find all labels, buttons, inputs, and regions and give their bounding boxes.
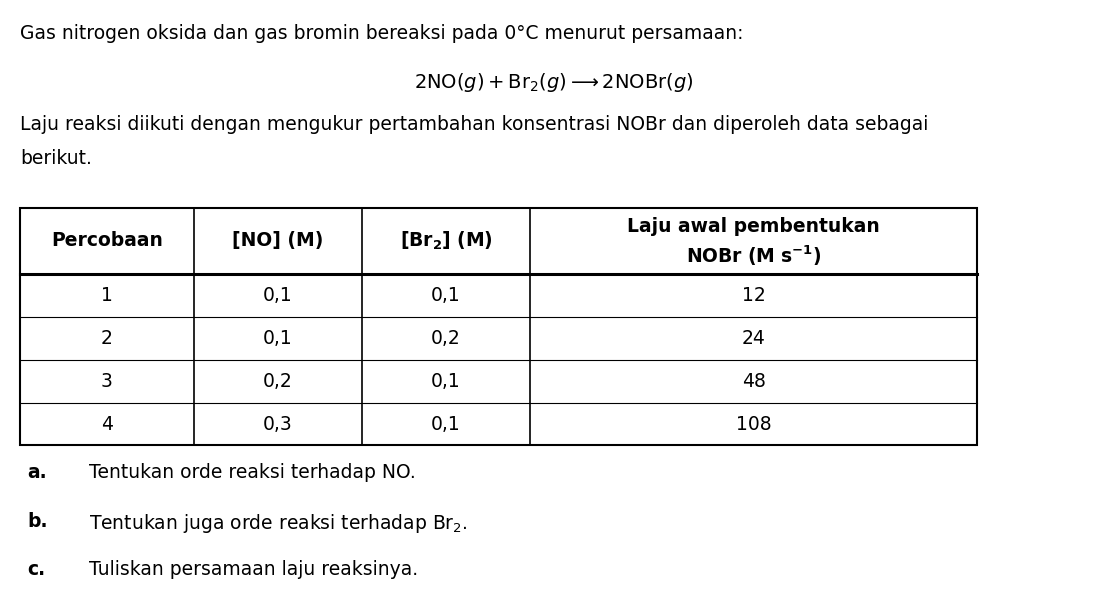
Text: 3: 3 [101, 372, 113, 391]
Text: Tuliskan persamaan laju reaksinya.: Tuliskan persamaan laju reaksinya. [89, 560, 418, 579]
Text: 0,1: 0,1 [263, 329, 293, 348]
Text: 48: 48 [741, 372, 766, 391]
Text: $2\mathrm{NO}(g) + \mathrm{Br}_2(g) \longrightarrow 2\mathrm{NOBr}(g)$: $2\mathrm{NO}(g) + \mathrm{Br}_2(g) \lon… [414, 71, 694, 94]
Text: a.: a. [28, 463, 48, 482]
Text: 108: 108 [736, 415, 771, 434]
Bar [20, 208, 977, 445]
Text: 0,3: 0,3 [263, 415, 293, 434]
Text: $\mathbf{[Br_2]}$ $\mathbf{(M)}$: $\mathbf{[Br_2]}$ $\mathbf{(M)}$ [400, 230, 492, 252]
Text: 0,1: 0,1 [431, 415, 461, 434]
Text: Laju reaksi diikuti dengan mengukur pertambahan konsentrasi NOBr dan diperoleh d: Laju reaksi diikuti dengan mengukur pert… [20, 115, 929, 134]
Text: c.: c. [28, 560, 45, 579]
Text: Tentukan juga orde reaksi terhadap Br$_2$.: Tentukan juga orde reaksi terhadap Br$_2… [89, 512, 468, 535]
Text: berikut.: berikut. [20, 149, 92, 168]
Text: Gas nitrogen oksida dan gas bromin bereaksi pada 0°C menurut persamaan:: Gas nitrogen oksida dan gas bromin berea… [20, 24, 743, 42]
Text: Percobaan: Percobaan [51, 231, 163, 251]
Text: 0,2: 0,2 [431, 329, 461, 348]
Text: Laju awal pembentukan: Laju awal pembentukan [627, 217, 880, 236]
Text: 0,2: 0,2 [263, 372, 293, 391]
Text: 12: 12 [741, 286, 766, 305]
Text: 4: 4 [101, 415, 113, 434]
Text: [NO] (M): [NO] (M) [232, 231, 324, 251]
Text: 24: 24 [741, 329, 766, 348]
Text: b.: b. [28, 512, 49, 530]
Text: 2: 2 [101, 329, 113, 348]
Text: 0,1: 0,1 [431, 286, 461, 305]
Text: 0,1: 0,1 [263, 286, 293, 305]
Text: $\mathbf{NOBr\ (M\ s^{-1})}$: $\mathbf{NOBr\ (M\ s^{-1})}$ [686, 244, 821, 268]
Text: 1: 1 [101, 286, 113, 305]
Text: Tentukan orde reaksi terhadap NO.: Tentukan orde reaksi terhadap NO. [89, 463, 415, 482]
Text: 0,1: 0,1 [431, 372, 461, 391]
